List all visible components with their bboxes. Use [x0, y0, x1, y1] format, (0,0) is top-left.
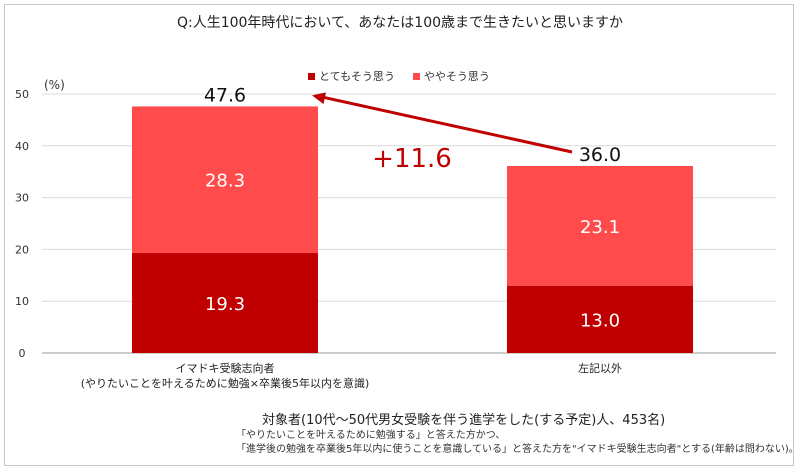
y-axis-unit: (%): [44, 78, 65, 92]
bar-segment: [507, 285, 693, 353]
bar-segment: [132, 253, 318, 353]
segment-label: 13.0: [580, 310, 620, 331]
definition-note-line: 「やりたいことを叶えるために勉強する」と答えた方かつ、: [236, 430, 506, 441]
category-label: (やりたいことを叶えるために勉強×卒業後5年以内を意識): [81, 376, 369, 390]
definition-note-line: 「進学後の勉強を卒業後5年以内に使うことを意識している」と答えた方を"イマドキ受…: [236, 444, 799, 455]
y-tick-label: 20: [15, 243, 29, 256]
legend-item-somewhat-agree: ややそう思う: [412, 68, 490, 84]
legend-label-somewhat-agree: ややそう思う: [423, 70, 490, 83]
y-tick-label: 40: [15, 140, 29, 153]
segment-label: 28.3: [205, 171, 245, 192]
legend-item-strongly-agree: とてもそう思う: [308, 68, 395, 84]
definition-note: 「やりたいことを叶えるために勉強する」と答えた方かつ、 「進学後の勉強を卒業後5…: [236, 429, 799, 457]
segment-label: 19.3: [205, 294, 245, 315]
y-tick-label: 30: [15, 192, 29, 205]
legend-swatch-somewhat-agree: [412, 72, 420, 80]
comparison-arrow-head: [312, 92, 326, 105]
total-label: 36.0: [579, 144, 621, 166]
chart-title: Q:人生100年時代において、あなたは100歳まで生きたいと思いますか: [176, 15, 624, 31]
respondent-note: 対象者(10代〜50代男女受験を伴う進学をした(する予定)人、453名): [262, 413, 666, 428]
comparison-arrow-line: [323, 95, 573, 154]
y-tick-label: 50: [15, 88, 29, 101]
bar-segment: [507, 166, 693, 286]
category-label: 左記以外: [578, 361, 622, 375]
legend: とてもそう思う ややそう思う: [308, 68, 490, 84]
category-label: イマドキ受験志向者: [176, 361, 275, 375]
bar-segment: [132, 106, 318, 254]
legend-swatch-strongly-agree: [308, 72, 315, 80]
total-label: 47.6: [204, 84, 246, 106]
y-tick-label: 10: [15, 295, 29, 308]
segment-label: 23.1: [580, 217, 620, 238]
y-tick-label: 0: [19, 347, 26, 360]
difference-label: +11.6: [372, 144, 452, 174]
legend-label-strongly-agree: とてもそう思う: [319, 70, 395, 83]
